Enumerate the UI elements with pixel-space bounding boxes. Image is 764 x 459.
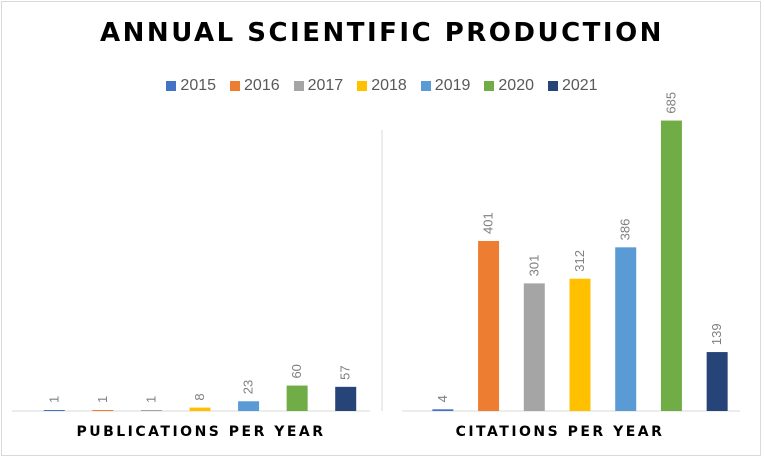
legend-swatch: [547, 81, 558, 91]
legend-label: 2020: [498, 77, 534, 94]
legend-swatch: [420, 81, 431, 91]
citations-value-label-2018: 312: [572, 250, 587, 272]
publications-bar-2017: [140, 410, 162, 411]
citations-bar-2018: [569, 278, 591, 411]
citations-bar-2015: [432, 409, 454, 411]
publications-axis-label: PUBLICATIONS PER YEAR: [76, 424, 326, 440]
legend-item-2018: 2018: [357, 77, 407, 95]
citations-value-label-2021: 139: [709, 323, 724, 345]
legend-item-2021: 2021: [547, 77, 598, 95]
citations-value-label-2020: 685: [663, 92, 678, 114]
legend: 2015 2016 2017 2018 2019 2020 2021: [0, 74, 764, 98]
citations-bar-2020: [660, 120, 682, 411]
publications-bar-2021: [335, 386, 357, 411]
legend-label: 2015: [180, 77, 217, 94]
legend-swatch: [357, 81, 368, 91]
publications-value-label-2015: 1: [46, 396, 61, 403]
legend-label: 2021: [561, 77, 598, 94]
legend-item-2015: 2015: [166, 77, 216, 95]
citations-value-label-2019: 386: [618, 219, 633, 241]
citations-value-label-2017: 301: [526, 255, 541, 277]
publications-value-label-2018: 8: [192, 393, 207, 400]
citations-bar-2019: [615, 247, 637, 411]
legend-item-2020: 2020: [484, 77, 534, 95]
citations-bar-2021: [706, 352, 728, 411]
publications-bar-2015: [43, 410, 65, 411]
legend-swatch: [230, 81, 241, 91]
legend-label: 2017: [307, 77, 344, 94]
legend-swatch: [484, 81, 495, 91]
publications-value-label-2019: 23: [241, 380, 256, 394]
legend-swatch: [166, 81, 177, 91]
legend-label: 2019: [434, 77, 471, 94]
legend-swatch: [293, 81, 304, 91]
citations-axis-label: CITATIONS PER YEAR: [455, 424, 665, 440]
citations-bar-2017: [523, 283, 545, 411]
publications-value-label-2017: 1: [143, 396, 158, 403]
legend-item-2016: 2016: [230, 77, 280, 95]
legend-label: 2016: [244, 77, 280, 94]
publications-bar-2018: [189, 407, 211, 411]
legend-label: 2018: [371, 77, 407, 94]
publications-bar-2016: [92, 410, 114, 411]
citations-value-label-2015: 4: [435, 395, 450, 402]
legend-item-2019: 2019: [420, 77, 471, 95]
citations-value-label-2016: 401: [481, 212, 496, 234]
publications-bar-2019: [238, 401, 260, 411]
publications-value-label-2016: 1: [95, 396, 110, 403]
publications-value-label-2020: 60: [289, 364, 304, 378]
publications-bar-2020: [286, 385, 308, 411]
legend-item-2017: 2017: [293, 77, 344, 95]
publications-value-label-2021: 57: [338, 365, 353, 379]
citations-bar-2016: [478, 240, 500, 411]
chart-title: ANNUAL SCIENTIFIC PRODUCTION: [100, 18, 664, 48]
